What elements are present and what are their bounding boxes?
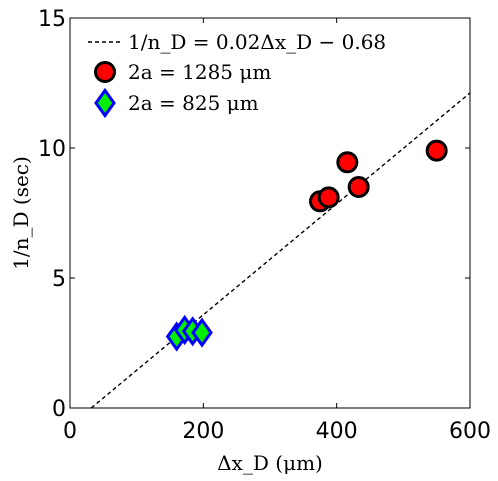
legend-series-label: 2a = 825 μm: [128, 91, 259, 115]
fit-line-group: [90, 92, 471, 409]
y-axis-label: 1/n_D (sec): [9, 156, 33, 270]
y-tick-label: 0: [52, 397, 66, 422]
legend-series-label: 2a = 1285 μm: [128, 60, 271, 84]
plot-area: [69, 17, 471, 409]
data-point-825: [191, 317, 213, 348]
x-tick-label: 200: [182, 419, 224, 444]
legend-fit-label: 1/n_D = 0.02Δx_D − 0.68: [128, 30, 386, 54]
y-tick-label: 10: [38, 137, 66, 162]
data-point-1285: [425, 139, 448, 162]
x-tick-label: 400: [316, 419, 358, 444]
x-axis-label: Δx_D (μm): [217, 451, 323, 475]
x-tick-label: 600: [449, 419, 491, 444]
data-point-1285: [336, 151, 359, 174]
axis-ticks: 0 200 400 600 0 5 10 15: [38, 7, 491, 444]
legend: 1/n_D = 0.02Δx_D − 0.68 2a = 1285 μm 2a = …: [88, 30, 386, 119]
fit-line: [90, 92, 471, 409]
plot-frame: [69, 17, 471, 409]
y-tick-label: 5: [52, 267, 66, 292]
y-tick-label: 15: [38, 7, 66, 32]
legend-marker: [94, 61, 116, 83]
data-point-1285: [347, 176, 370, 198]
data-point-1285: [317, 186, 340, 209]
legend-marker: [94, 87, 116, 119]
x-tick-label: 0: [63, 419, 77, 444]
data-points: [165, 139, 448, 352]
